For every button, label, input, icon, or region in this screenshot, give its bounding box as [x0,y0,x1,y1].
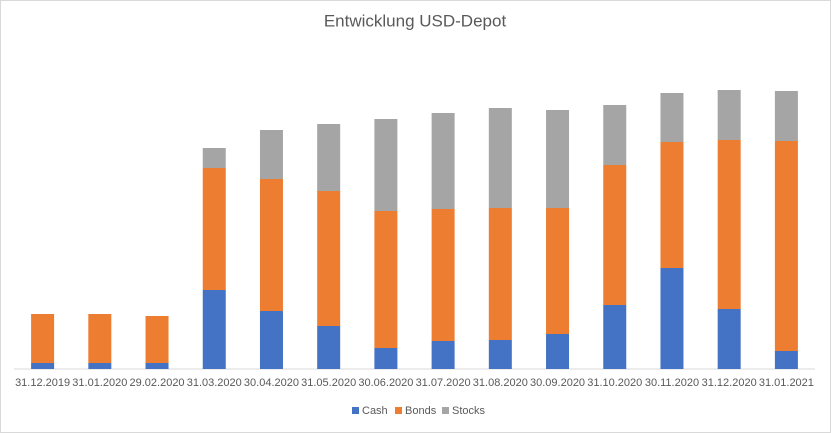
bar-segment [259,179,283,311]
bar-segment [259,311,283,369]
bar-segment [431,341,455,369]
x-tick-label: 29.02.2020 [130,377,185,389]
bar-segment [145,363,169,369]
bar-segment [774,351,798,369]
bar-segment [374,211,398,348]
legend-label: Stocks [452,405,486,417]
x-tick-label: 30.04.2020 [244,377,299,389]
bar-segment [317,191,341,326]
bar-segment [431,209,455,341]
legend-swatch [395,407,402,414]
bar-segment [603,305,627,369]
bar-segment [546,208,570,334]
x-tick-label: 30.06.2020 [358,377,413,389]
bar-segment [259,130,283,179]
x-tick-label: 31.07.2020 [416,377,471,389]
legend-label: Bonds [405,405,437,417]
bar-segment [660,93,684,142]
bar-segment [145,316,169,363]
bar-segment [774,91,798,141]
bar-segment [202,148,226,168]
bar-segment [374,119,398,211]
bar-segment [88,314,112,363]
bar-segment [431,113,455,209]
bar-segment [546,334,570,369]
x-tick-label: 31.03.2020 [187,377,242,389]
bar-segment [202,290,226,369]
bar-segment [488,340,512,369]
bar-segment [546,110,570,208]
legend-swatch [352,407,359,414]
bar-segment [31,363,55,369]
bar-segment [603,165,627,305]
x-tick-label: 31.12.2019 [15,377,70,389]
x-tick-label: 30.09.2020 [530,377,585,389]
bar-segment [317,326,341,369]
bar-segment [717,90,741,140]
bar-segment [603,105,627,165]
bar-segment [374,348,398,369]
bar-segment [317,124,341,191]
bar-segment [88,363,112,369]
bar-segment [202,168,226,290]
bar-segment [774,141,798,351]
bar-segment [31,314,55,363]
bar-segment [488,208,512,340]
bar-segment [488,108,512,208]
x-tick-label: 31.10.2020 [587,377,642,389]
bar-segment [717,140,741,309]
bar-segment [717,309,741,369]
x-tick-label: 31.01.2020 [72,377,127,389]
bar-segment [660,142,684,268]
x-tick-label: 31.12.2020 [702,377,757,389]
x-tick-label: 30.11.2020 [645,377,699,389]
x-tick-label: 31.01.2021 [759,377,814,389]
legend-swatch [442,407,449,414]
x-tick-label: 31.05.2020 [301,377,356,389]
x-tick-label: 31.08.2020 [473,377,528,389]
chart-title: Entwicklung USD-Depot [324,11,507,30]
bar-segment [660,268,684,369]
legend-label: Cash [362,405,388,417]
